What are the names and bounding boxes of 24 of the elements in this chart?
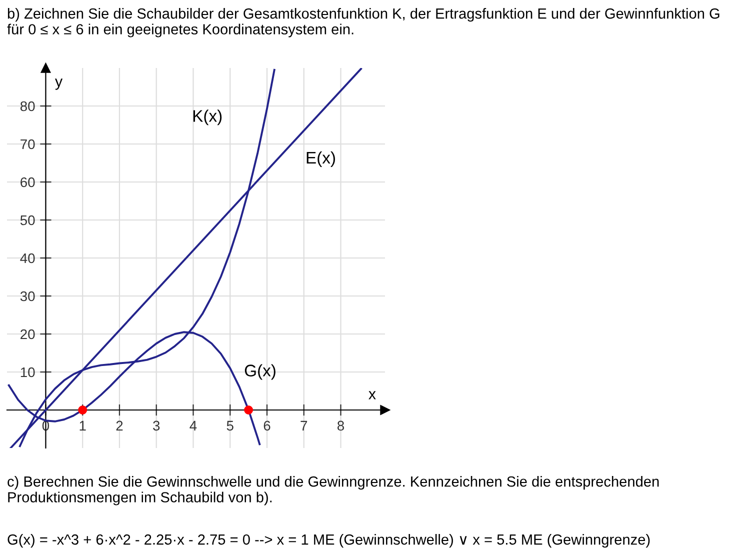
annotation: G(x): [244, 364, 276, 380]
x-tick-label: 3: [153, 420, 160, 431]
y-tick-label: 10: [20, 367, 35, 378]
y-tick-label: 20: [20, 329, 35, 340]
x-tick-label: 6: [264, 420, 270, 431]
y-tick-label: 50: [20, 215, 35, 226]
x-tick-label: 4: [190, 420, 197, 430]
text: c) Berechnen Sie die Gewinnschwelle und die Gewinngrenze. Kennzeichnen Sie die entsprechenden Produktionsmengen im Schaubild von b).: [8, 476, 659, 506]
x-tick-label: 5: [226, 420, 234, 431]
y-tick-label: 60: [20, 177, 35, 188]
y-tick-label: 70: [20, 139, 35, 150]
x-axis-title: x: [368, 391, 376, 400]
x-tick-label: 7: [300, 420, 308, 430]
text: G(x) = -x^3 + 6·x^2 - 2.25·x - 2.75 = 0 --> x = 1 ME (Gewinnschwelle) ∨ x = 5.5 ME (Gewinngrenze): [8, 534, 650, 548]
y-axis-title: y: [54, 78, 63, 90]
chart-title: b) Zeichnen Sie die Schaubilder der Gesamtkostenfunktion K, der Ertragsfunktion E und der Gewinnfunktion G für 0 ≤ x ≤ 6 in ein geeignetes Koordinatensystem ein.: [7, 8, 720, 38]
x-tick-label: 2: [116, 420, 123, 430]
annotation: K(x): [193, 110, 222, 126]
x-tick-label: 8: [337, 420, 344, 431]
y-tick-label: 30: [20, 291, 35, 302]
y-tick-label: 40: [20, 253, 35, 264]
y-tick-label: 80: [20, 101, 35, 112]
annotation: E(x): [306, 151, 335, 167]
x-tick-label: 1: [80, 420, 86, 430]
